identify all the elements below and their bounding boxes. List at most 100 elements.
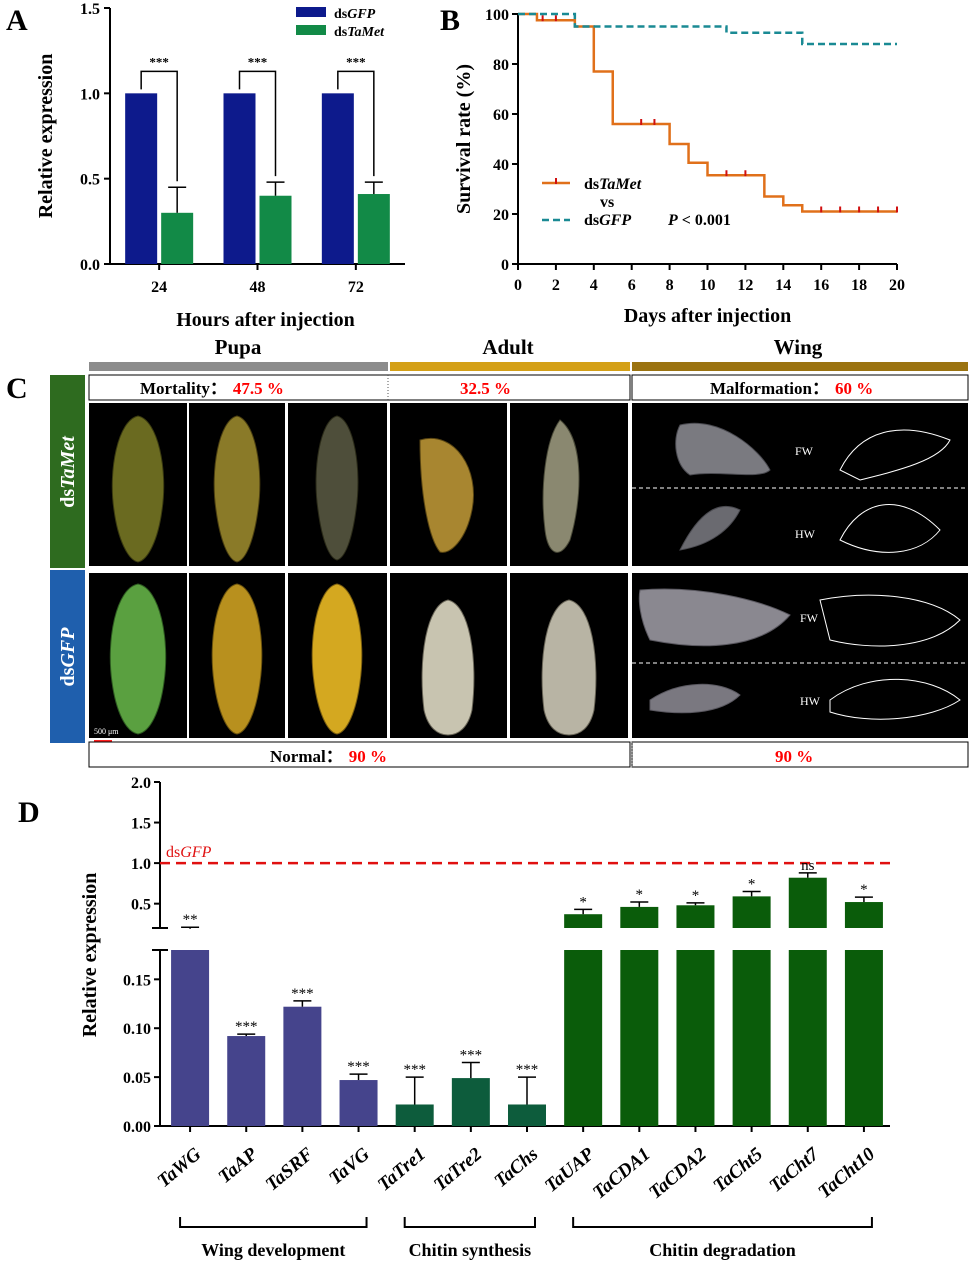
x-tick-label: 2 [552, 277, 560, 294]
bar-dsGFP [223, 93, 256, 264]
x-tick-label: TaTre2 [430, 1143, 486, 1195]
significance-label: * [692, 888, 700, 904]
bar-TaCht7-lower [788, 950, 827, 1126]
y-tick-label: 0.0 [80, 257, 100, 274]
legend-label-dsTaMet: dsTaMet [584, 176, 642, 193]
scale-label: 500 μm [94, 727, 119, 736]
y-tick-label: 0.00 [123, 1119, 151, 1136]
bar-dsTaMet [259, 195, 292, 264]
x-tick-label: 24 [151, 279, 167, 296]
x-tick-label: TaAP [215, 1143, 262, 1187]
x-tick-label: TaSRF [262, 1144, 318, 1196]
x-tick-label: TaTre1 [374, 1144, 430, 1196]
wing-normal-value: 90 % [775, 747, 813, 766]
significance-label: *** [347, 1059, 370, 1075]
significance-label: * [579, 894, 587, 910]
significance-label: ** [183, 912, 198, 928]
adult-tamet-2 [542, 419, 580, 553]
x-axis-label: Hours after injection [176, 309, 355, 331]
stage-label-wing: Wing [774, 335, 823, 359]
y-tick-label: 20 [493, 207, 509, 224]
y-tick-label: 0 [501, 257, 509, 274]
panel-label-b: B [440, 4, 460, 37]
pupa-gfp-1 [109, 583, 167, 735]
pupa-shapes [94, 415, 363, 742]
x-tick-label: TaCDA2 [645, 1143, 711, 1203]
bar-TaTre2 [451, 1078, 490, 1126]
y-tick-label: 1.5 [80, 1, 100, 18]
x-tick-label: TaVG [325, 1144, 374, 1190]
y-tick-label: 0.5 [131, 897, 151, 914]
group-bracket [572, 1217, 873, 1228]
x-tick-label: 48 [250, 279, 266, 296]
x-tick-label: 14 [775, 277, 791, 294]
panel-label-c: C [6, 372, 28, 405]
wing-gfp-hw-outline [829, 678, 961, 720]
wing-gfp-fw-outline [819, 594, 961, 647]
group-label: Wing development [201, 1240, 345, 1260]
y-tick-label: 1.0 [80, 86, 100, 103]
x-tick-label: 4 [590, 277, 598, 294]
pupa-tamet-3 [315, 415, 359, 561]
significance-label: * [748, 877, 756, 893]
bar-TaCht5-upper [732, 896, 771, 928]
y-tick-label: 0.10 [123, 1021, 151, 1038]
hw-label-gfp: HW [800, 694, 821, 708]
x-tick-label: 0 [514, 277, 522, 294]
p-value: P < 0.001 [667, 212, 731, 229]
stage-bar-wing [632, 362, 968, 371]
x-tick-label: 6 [628, 277, 636, 294]
bar-TaCDA2-upper [676, 905, 715, 928]
mortality-caption: Mortality： 47.5 % [140, 379, 284, 398]
bar-dsGFP [321, 93, 354, 264]
bar-TaWG-lower [171, 950, 210, 1126]
wing-tamet-fw [675, 422, 771, 476]
adult-gfp-1 [421, 599, 475, 736]
bar-TaChs [508, 1104, 546, 1126]
significance-bracket [337, 70, 375, 177]
x-tick-label: TaCDA1 [589, 1144, 655, 1204]
legend-swatch-dsTaMet [296, 25, 326, 35]
pupa-tamet-2 [213, 415, 261, 563]
caption-box-malformation [631, 374, 969, 401]
x-tick-label: 16 [813, 277, 829, 294]
significance-label: *** [403, 1062, 426, 1078]
y-tick-label: 100 [485, 7, 509, 24]
x-tick-label: 72 [348, 279, 364, 296]
wing-tamet-hw-outline [839, 504, 941, 553]
legend-vs: vs [600, 194, 614, 211]
caption-box-wing-normal [631, 741, 969, 768]
y-axis-label: Relative expression [79, 873, 101, 1038]
bar-TaUAP-upper [564, 914, 603, 928]
adult-tamet-1 [419, 438, 474, 553]
significance-label: *** [149, 54, 169, 69]
fw-label-gfp: FW [800, 611, 819, 625]
bar-TaCht10-upper [844, 902, 883, 928]
x-tick-label: 8 [666, 277, 674, 294]
wing-gfp-hw [649, 683, 741, 714]
treatment-label-tamet: dsTaMet [57, 435, 79, 508]
y-tick-label: 0.5 [80, 172, 100, 189]
x-tick-label: 12 [737, 277, 753, 294]
y-tick-label: 1.5 [131, 816, 151, 833]
group-bracket [403, 1217, 536, 1228]
bar-TaAP [227, 1036, 266, 1126]
group-label: Chitin degradation [649, 1240, 796, 1260]
x-tick-label: 20 [889, 277, 905, 294]
x-tick-label: TaWG [154, 1144, 206, 1192]
bar-TaCDA2-lower [676, 950, 715, 1126]
bar-TaCDA1-upper [620, 906, 659, 928]
stage-label-pupa: Pupa [215, 335, 262, 359]
y-tick-label: 0.15 [123, 972, 151, 989]
chart-d: 0.00 0.05 0.10 0.15 0.5 1.0 1.5 2.0 Relative exp… [79, 775, 890, 1260]
pupa-gfp-3 [311, 583, 363, 735]
x-tick-label: 18 [851, 277, 867, 294]
bar-dsTaMet [357, 194, 390, 264]
wing-tamet-hw [679, 505, 741, 551]
y-tick-label: 1.0 [131, 856, 151, 873]
significance-bracket [238, 70, 277, 177]
x-axis-label: Days after injection [624, 305, 791, 327]
significance-label: *** [291, 986, 314, 1002]
treatment-band-tamet [50, 375, 85, 568]
